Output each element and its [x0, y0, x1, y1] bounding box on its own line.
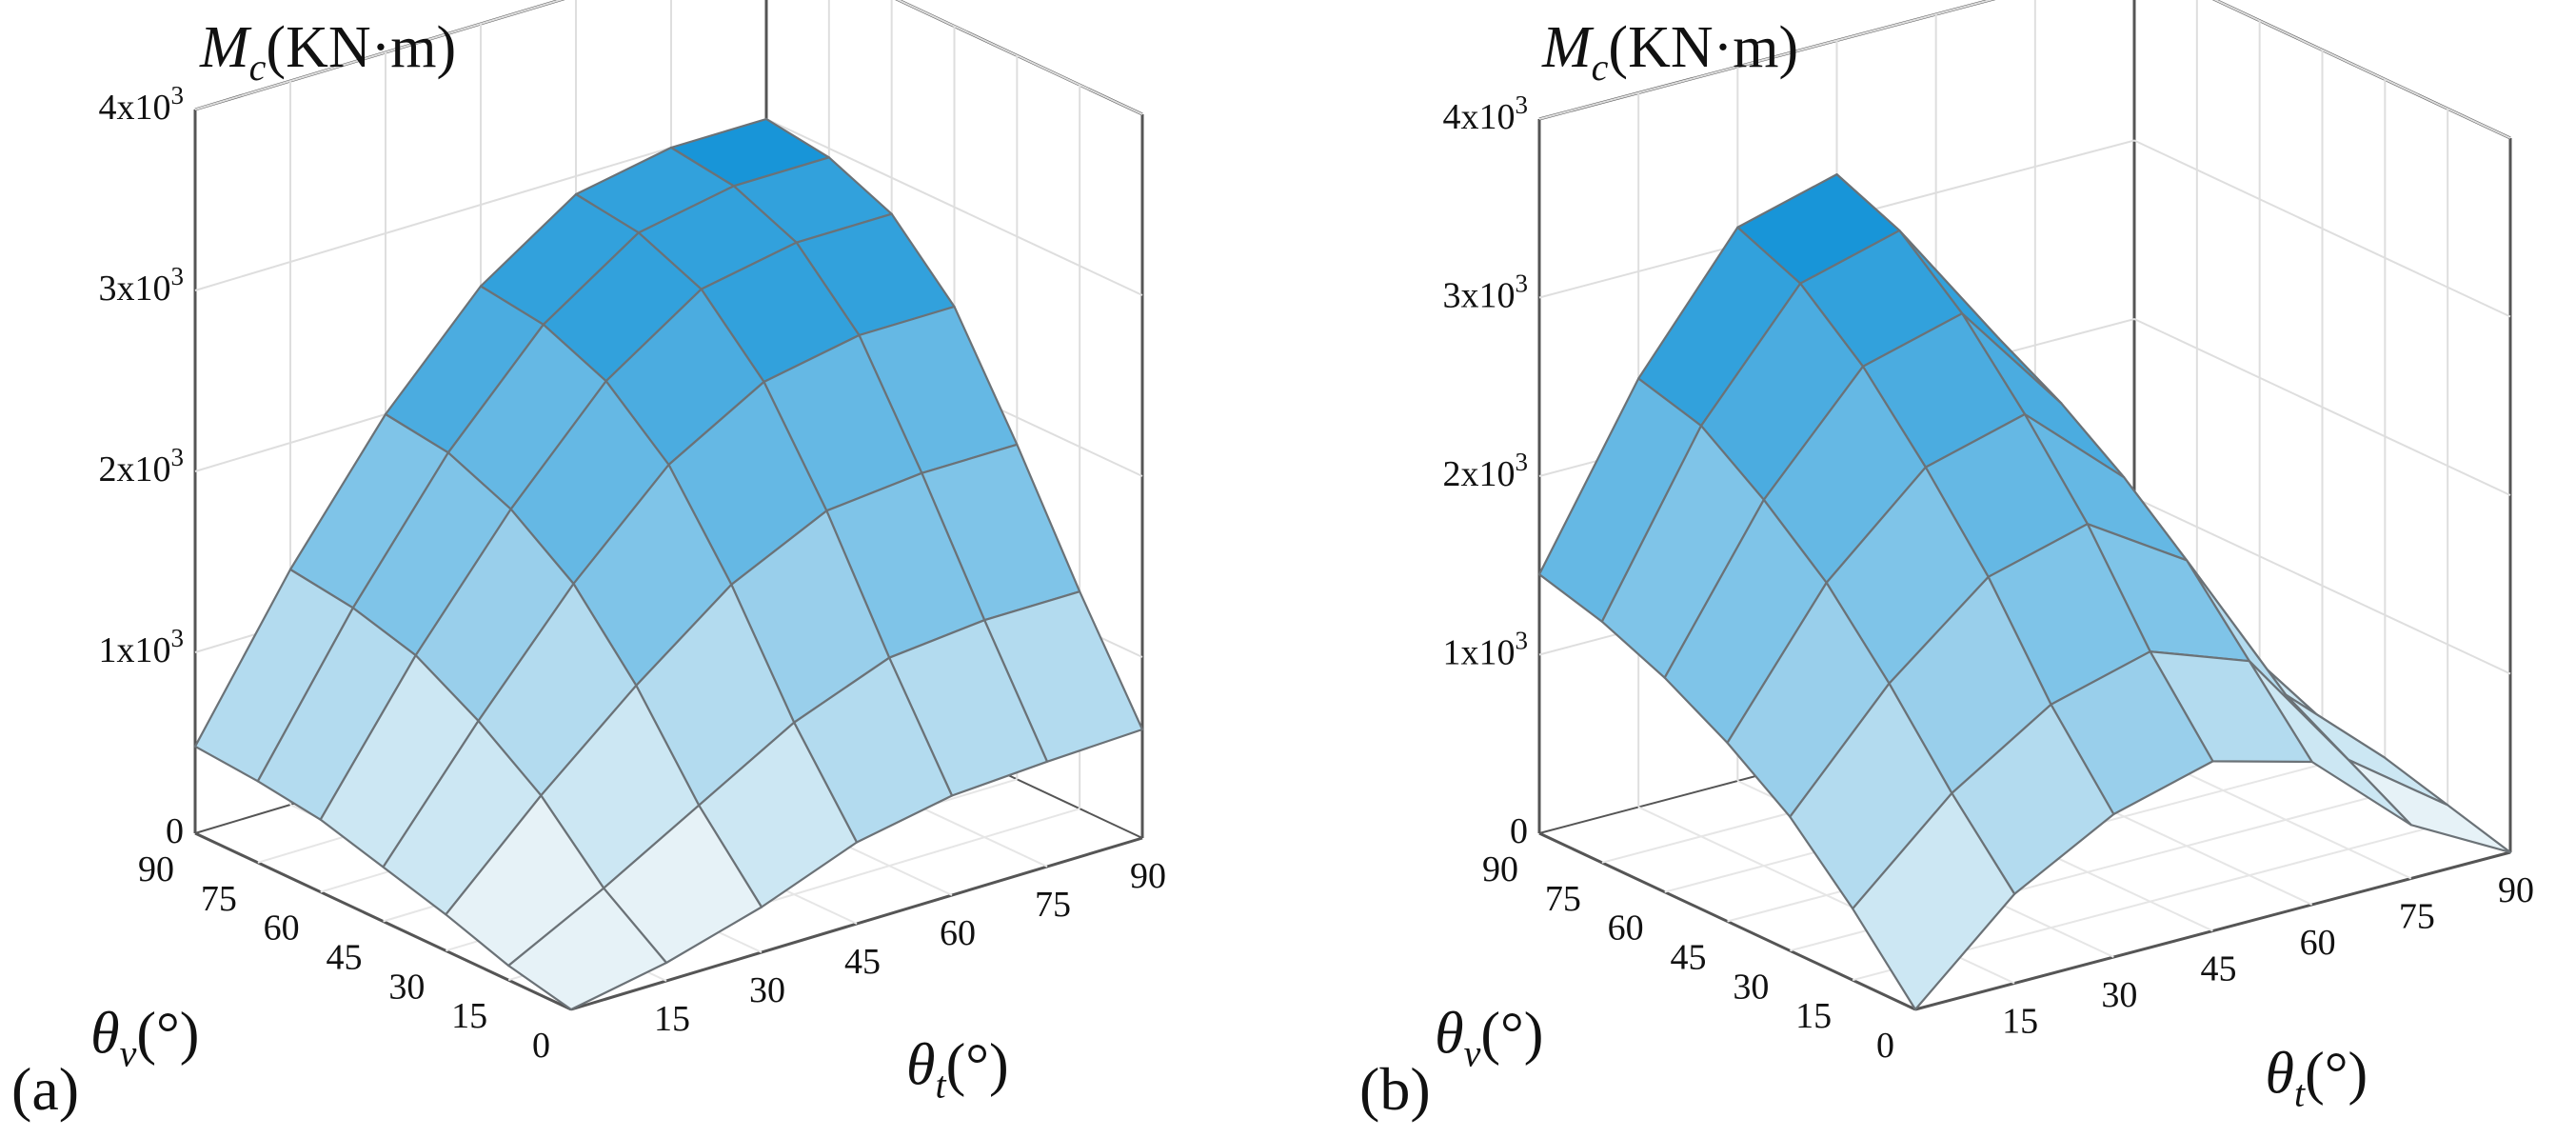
- theta-t-tick-label: 90: [1130, 856, 1166, 896]
- theta-t-tick-labels: 15 30 45 60 75 90: [654, 856, 1166, 1039]
- z-tick-label: 2x103: [99, 443, 185, 489]
- surface-cell: [507, 887, 668, 1011]
- theta-t-axis-title-unit: (°): [2305, 1042, 2368, 1107]
- theta-v-axis-title-symbol: θ: [1435, 1001, 1463, 1066]
- theta-v-tick-label: 90: [1482, 849, 1518, 889]
- surface: [1537, 173, 2512, 1011]
- panel-label: (b): [1359, 1055, 1431, 1123]
- theta-t-tick-label: 45: [2201, 949, 2237, 989]
- theta-v-tick-labels: 0 15 30 45 60 75 90: [138, 849, 550, 1066]
- theta-t-tick-labels: 15 30 45 60 75 90: [2002, 870, 2534, 1042]
- z-tick-base: 2x10: [1443, 454, 1516, 494]
- panel-b: 01x1032x1033x1034x1030153045607590153045…: [1359, 0, 2534, 1123]
- theta-t-axis-title-symbol: θ: [2266, 1042, 2294, 1107]
- z-tick-label: 1x103: [99, 624, 185, 670]
- theta-t-axis-title: θt(°): [2266, 1042, 2368, 1115]
- theta-v-axis-title-unit: (°): [136, 1001, 199, 1066]
- z-tick-base: 0: [166, 811, 184, 851]
- z-tick-base: 3x10: [1443, 276, 1516, 316]
- z-tick-exponent: 3: [171, 262, 185, 290]
- theta-t-tick-label: 30: [749, 970, 785, 1010]
- z-tick-exponent: 3: [1516, 627, 1529, 655]
- theta-t-tick-label: 60: [2300, 923, 2336, 963]
- theta-t-tick-label: 45: [844, 942, 881, 982]
- z-tick-base: 4x10: [1443, 97, 1516, 137]
- theta-v-tick-label: 45: [327, 938, 363, 978]
- z-axis-title-symbol: M: [1541, 15, 1595, 80]
- theta-t-axis-title-subscript: t: [2294, 1072, 2306, 1115]
- z-axis-title-subscript: c: [249, 46, 267, 89]
- theta-v-axis-title-unit: (°): [1480, 1001, 1543, 1066]
- z-tick-base: 2x10: [99, 449, 171, 489]
- theta-v-axis-title: θv(°): [90, 1001, 199, 1074]
- z-tick-label: 3x103: [1443, 270, 1529, 316]
- z-tick-base: 0: [1510, 811, 1528, 851]
- theta-v-axis-title-symbol: θ: [90, 1001, 119, 1066]
- theta-t-axis-title-subscript: t: [935, 1063, 946, 1106]
- theta-v-tick-label: 75: [1545, 879, 1581, 919]
- z-tick-base: 4x10: [99, 88, 171, 128]
- z-axis-title-subscript: c: [1592, 46, 1609, 89]
- z-tick-exponent: 3: [1516, 270, 1529, 298]
- surface-cell: [2347, 758, 2512, 854]
- z-tick-label: 2x103: [1443, 448, 1529, 494]
- theta-v-tick-label: 90: [138, 849, 174, 889]
- theta-v-tick-label: 0: [1876, 1026, 1894, 1066]
- z-tick-exponent: 3: [171, 624, 185, 652]
- theta-v-tick-label: 45: [1671, 938, 1707, 978]
- theta-v-axis-title: θv(°): [1435, 1001, 1543, 1074]
- theta-v-axis-title-subscript: v: [1464, 1031, 1481, 1074]
- theta-t-tick-label: 30: [2101, 975, 2137, 1015]
- z-axis-title: Mc(KN·m): [1541, 15, 1798, 89]
- z-axis-title: Mc(KN·m): [199, 15, 456, 89]
- theta-t-tick-label: 60: [940, 913, 976, 953]
- theta-v-tick-label: 60: [1608, 908, 1644, 948]
- surface-cell: [1852, 791, 2016, 1011]
- theta-t-tick-label: 75: [1035, 885, 1071, 925]
- z-tick-exponent: 3: [171, 443, 185, 471]
- z-tick-base: 1x10: [1443, 633, 1516, 673]
- theta-v-tick-label: 15: [1795, 996, 1832, 1036]
- theta-v-tick-label: 30: [388, 967, 425, 1007]
- panel-label: (a): [11, 1055, 79, 1123]
- theta-t-axis-title: θt(°): [906, 1032, 1009, 1106]
- z-tick-label: 0: [1510, 811, 1528, 851]
- theta-t-tick-label: 15: [2002, 1002, 2038, 1042]
- z-tick-label: 4x103: [1443, 90, 1529, 137]
- theta-v-tick-label: 60: [264, 908, 300, 948]
- z-tick-exponent: 3: [171, 81, 185, 110]
- z-axis-title-symbol: M: [199, 15, 252, 80]
- z-tick-base: 3x10: [99, 269, 171, 309]
- z-tick-base: 1x10: [99, 630, 171, 670]
- panel-a: 01x1032x1033x1034x1030153045607590153045…: [11, 0, 1166, 1123]
- z-tick-exponent: 3: [1516, 90, 1529, 119]
- z-axis-title-unit: (KN·m): [1608, 15, 1798, 80]
- theta-t-tick-label: 75: [2399, 897, 2435, 937]
- z-gridline: [1538, 139, 2511, 318]
- theta-v-axis-title-subscript: v: [120, 1031, 137, 1074]
- theta-v-tick-label: 30: [1733, 967, 1769, 1007]
- theta-v-tick-label: 0: [532, 1026, 550, 1066]
- theta-t-tick-label: 90: [2498, 870, 2534, 910]
- theta-v-tick-labels: 0 15 30 45 60 75 90: [1482, 849, 1894, 1066]
- z-tick-label: 0: [166, 811, 184, 851]
- z-tick-label: 3x103: [99, 262, 185, 309]
- theta-t-axis-title-symbol: θ: [906, 1032, 935, 1097]
- surface: [193, 117, 1144, 1011]
- z-tick-label: 1x103: [1443, 627, 1529, 673]
- theta-t-tick-label: 15: [654, 999, 690, 1039]
- z-tick-label: 4x103: [99, 81, 185, 128]
- theta-v-tick-label: 15: [451, 996, 487, 1036]
- theta-t-axis-title-unit: (°): [946, 1032, 1009, 1097]
- z-axis-title-unit: (KN·m): [266, 15, 456, 80]
- theta-v-tick-label: 75: [201, 879, 237, 919]
- z-tick-exponent: 3: [1516, 448, 1529, 476]
